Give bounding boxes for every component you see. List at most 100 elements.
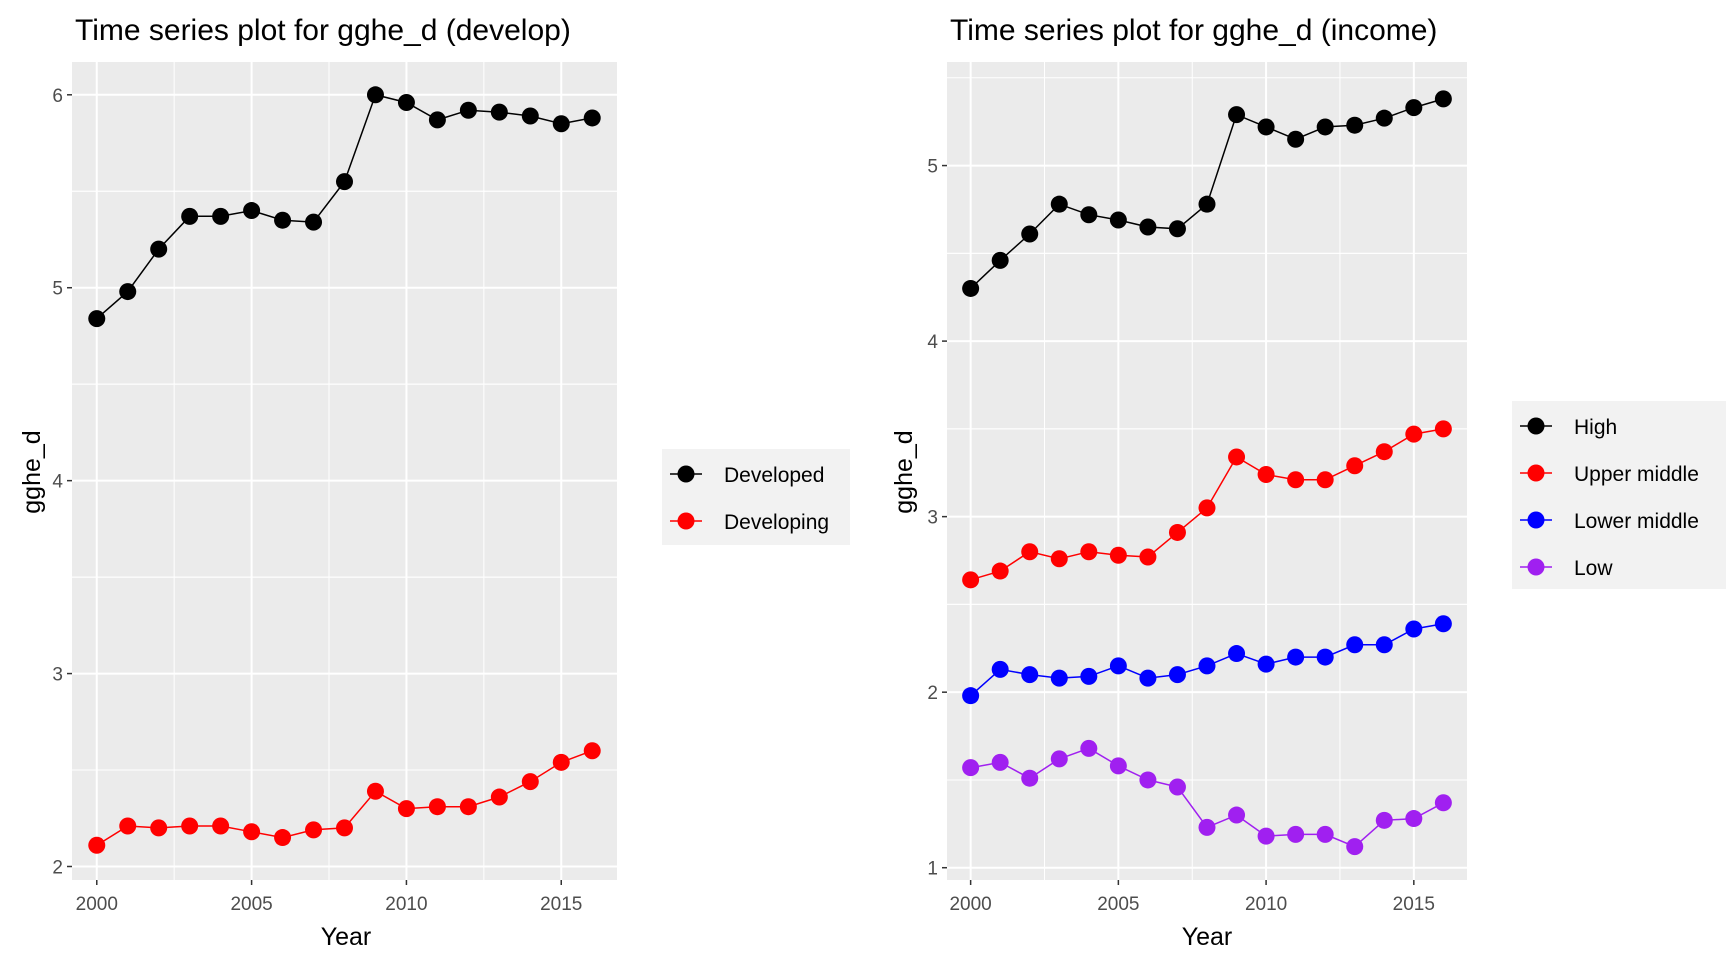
data-point-low (1109, 757, 1127, 775)
data-point-upper-middle (1257, 466, 1275, 484)
data-point-developed (119, 283, 137, 301)
data-point-developed (397, 94, 415, 112)
data-point-developed (459, 101, 477, 119)
data-point-upper-middle (1287, 471, 1305, 489)
x-axis-title: Year (321, 923, 372, 951)
data-point-developing (305, 821, 323, 839)
data-point-upper-middle (1021, 543, 1039, 561)
grid (72, 62, 617, 880)
data-point-low (1021, 769, 1039, 787)
legend-background (1512, 401, 1726, 589)
data-point-upper-middle (1228, 448, 1246, 466)
data-point-lower-middle (1080, 667, 1098, 685)
data-point-upper-middle (1434, 420, 1452, 438)
data-point-lower-middle (1375, 636, 1393, 654)
data-point-developed (181, 207, 199, 225)
legend-label: Low (1574, 557, 1613, 580)
legend-key-point (1527, 558, 1545, 576)
data-point-low (1434, 794, 1452, 812)
legend-item-high: High (1520, 416, 1617, 439)
data-point-upper-middle (1168, 523, 1186, 541)
legend-key-point (1527, 511, 1545, 529)
data-point-developing (243, 823, 261, 841)
legend-key-point (1527, 417, 1545, 435)
data-point-upper-middle (1405, 425, 1423, 443)
data-point-developed (552, 115, 570, 133)
data-point-high (1257, 118, 1275, 136)
data-point-developing (428, 798, 446, 816)
data-point-low (1139, 771, 1157, 789)
data-point-high (1434, 90, 1452, 108)
legend-background (662, 449, 850, 545)
y-axis-ticks: 1 2 3 4 5 (927, 157, 947, 880)
x-tick-label: 2000 (949, 894, 991, 915)
series-lower-middle (962, 615, 1452, 705)
data-point-lower-middle (1168, 666, 1186, 684)
x-tick-label: 2010 (1245, 894, 1287, 915)
y-tick-label: 2 (52, 857, 63, 878)
data-point-developing (490, 788, 508, 806)
y-tick-label: 4 (927, 332, 938, 353)
x-axis-ticks: 2000 2005 2010 2015 (76, 880, 582, 915)
data-point-high (1168, 220, 1186, 238)
x-tick-label: 2005 (1097, 894, 1139, 915)
data-point-high (1375, 109, 1393, 127)
y-tick-label: 6 (52, 86, 63, 107)
data-point-developed (150, 240, 168, 258)
legend-item-lower-middle: Lower middle (1520, 510, 1699, 533)
series-layer (88, 86, 601, 854)
legend-key-point (677, 465, 695, 483)
y-tick-label: 5 (52, 279, 63, 300)
data-point-lower-middle (1021, 666, 1039, 684)
data-point-high (1021, 225, 1039, 243)
data-point-low (1228, 806, 1246, 824)
chart-title: Time series plot for gghe_d (income) (950, 14, 1437, 47)
data-point-lower-middle (1434, 615, 1452, 633)
data-point-lower-middle (1228, 645, 1246, 663)
data-point-high (1080, 206, 1098, 224)
data-point-upper-middle (1198, 499, 1216, 517)
data-point-developed (88, 310, 106, 328)
data-point-developing (583, 742, 601, 760)
data-point-developed (212, 207, 230, 225)
data-point-developing (274, 829, 292, 847)
legend-label: Upper middle (1574, 463, 1699, 486)
data-point-low (991, 753, 1009, 771)
data-point-lower-middle (1050, 669, 1068, 687)
data-point-high (962, 279, 980, 297)
series-layer (962, 90, 1452, 856)
grid (947, 62, 1467, 880)
x-tick-label: 2000 (76, 894, 118, 915)
data-point-high (991, 251, 1009, 269)
panel-income: Time series plot for gghe_d (income) 200… (890, 14, 1726, 951)
data-point-lower-middle (1316, 648, 1334, 666)
chart-title: Time series plot for gghe_d (develop) (75, 14, 571, 47)
plot-background (947, 62, 1467, 880)
y-tick-label: 3 (927, 508, 938, 529)
data-point-developing (521, 773, 539, 791)
data-point-lower-middle (1109, 657, 1127, 675)
y-axis-title: gghe_d (18, 430, 46, 513)
y-axis-title: gghe_d (890, 430, 918, 513)
plot-background (72, 62, 617, 880)
data-point-lower-middle (1139, 669, 1157, 687)
data-point-developed (336, 173, 353, 191)
data-point-developing (397, 800, 415, 818)
data-point-low (1346, 838, 1364, 856)
series-developed (88, 86, 601, 328)
legend-item-low: Low (1520, 557, 1613, 580)
data-point-developing (336, 819, 353, 837)
data-point-developing (366, 782, 384, 800)
data-point-low (1080, 739, 1098, 757)
legend-label: Developing (724, 511, 829, 534)
legend-key-point (1527, 464, 1545, 482)
y-tick-label: 3 (52, 665, 63, 686)
data-point-high (1228, 106, 1246, 124)
x-tick-label: 2010 (385, 894, 427, 915)
x-axis-title: Year (1182, 923, 1233, 951)
data-point-low (1405, 810, 1423, 828)
data-point-lower-middle (1257, 655, 1275, 673)
series-developing (88, 742, 601, 854)
data-point-developing (119, 817, 137, 835)
